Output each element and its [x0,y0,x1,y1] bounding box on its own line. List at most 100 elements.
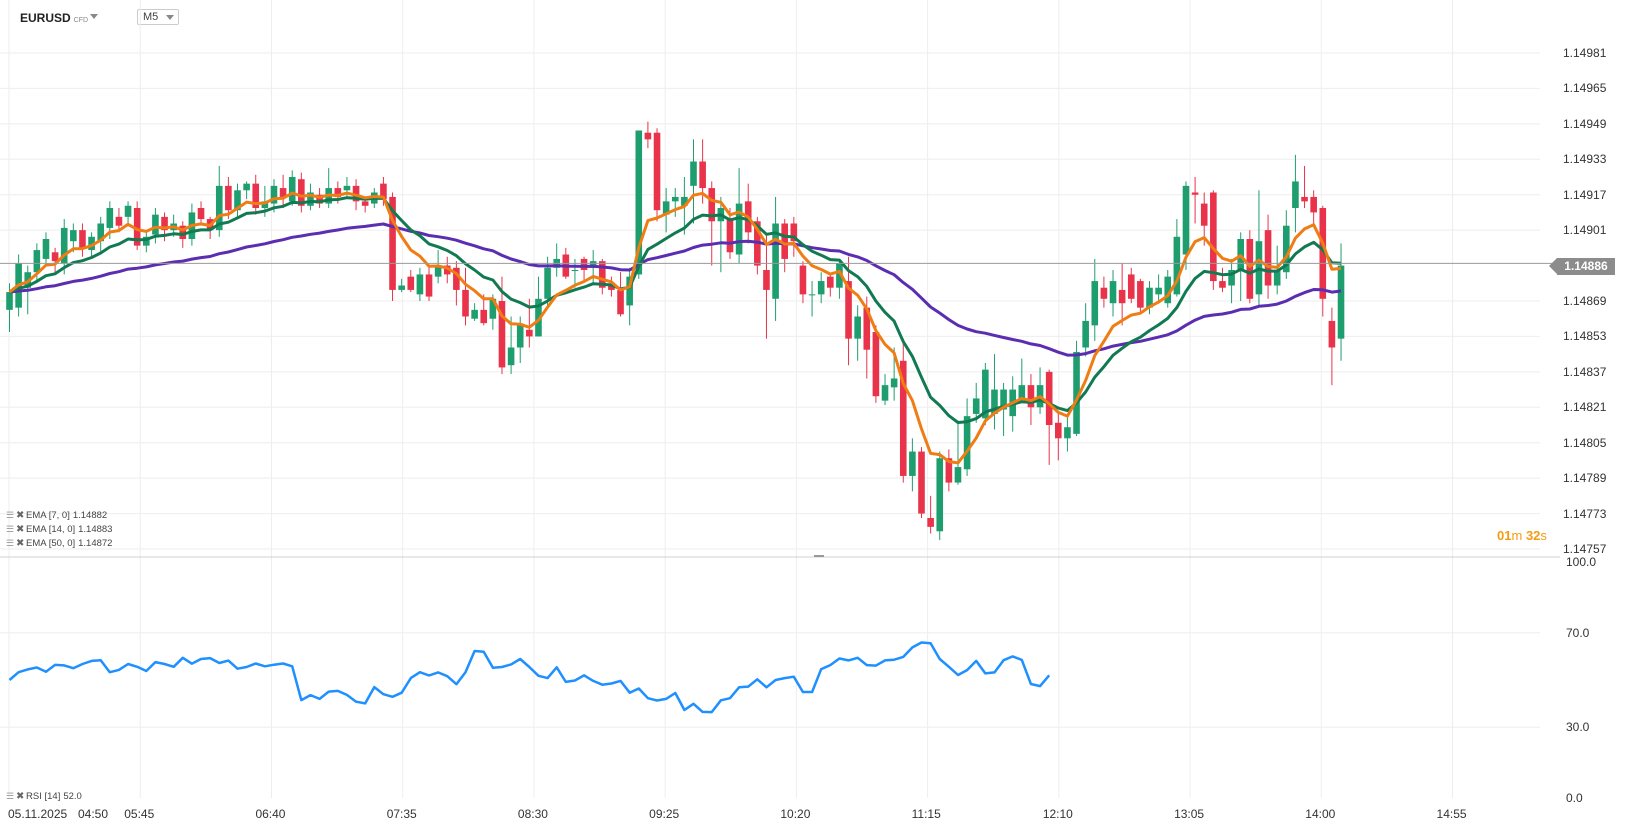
price-tick-label: 1.14773 [1563,506,1607,521]
settings-icon[interactable]: ☰ [6,510,15,520]
candle-body [79,230,86,248]
countdown-sec: 32 [1525,528,1541,543]
candle-body [1283,225,1290,273]
candle-body [626,276,633,306]
ema-lines [8,191,1342,465]
price-tick-label: 1.14853 [1563,329,1607,344]
x-axis-date: 05.11.2025 [8,807,68,821]
candle-body [671,196,679,202]
price-tick-label: 1.14837 [1563,364,1607,379]
candle-body [653,132,661,211]
time-tick-label: 05:45 [124,807,155,821]
candle-body [681,196,688,206]
ema7-line [8,191,1342,465]
candle-body [1173,236,1181,295]
candle-body [1082,320,1089,348]
candle-body [361,201,369,206]
candle-body [817,281,825,295]
candle-body [288,177,296,202]
candle-body [827,276,834,288]
legend-value: 52.0 [63,791,82,802]
remove-icon[interactable]: ✖ [16,524,25,535]
candle-body [1164,276,1172,304]
candle-body [1146,287,1153,308]
remove-icon[interactable]: ✖ [16,510,25,521]
candle-body [1045,371,1053,425]
candle-body [489,298,497,319]
candle-body [571,270,579,271]
candle-body [471,309,478,319]
candle-body [115,216,123,226]
candle-body [1337,265,1345,339]
candle-body [808,294,816,296]
candle-body [599,261,606,288]
chart-header: EURUSD CFD M5 [0,0,1626,34]
price-tick-label: 1.14917 [1563,187,1607,202]
candle-body [152,214,159,235]
price-tick-label: 1.14981 [1563,46,1607,60]
rsi-path [8,641,1051,714]
legend-params: [14, 0] [48,524,76,535]
pane-resize-handle[interactable] [814,555,824,557]
candle-body [243,183,250,191]
remove-icon[interactable]: ✖ [16,538,25,549]
candle-body [179,225,187,239]
symbol-dropdown-chevron-icon[interactable] [90,14,98,19]
candle-body [909,451,916,476]
legend-label: RSI [26,791,42,802]
timeframe-selector[interactable]: M5 [137,9,179,25]
candle-body [1055,422,1062,439]
legend-label: EMA [26,538,47,549]
candle-body [1064,427,1071,439]
candle-body [899,360,907,476]
candle-body [6,292,13,310]
candle-body [799,265,807,295]
candle-body [699,161,706,189]
candle-body [881,385,889,401]
time-tick-label: 04:50 [78,807,109,821]
settings-icon[interactable]: ☰ [6,791,15,801]
symbol-badge: CFD [73,17,89,24]
candle-body [726,219,734,253]
candle-body [1137,281,1144,308]
candle-body [42,239,50,259]
candle-body [343,185,351,191]
candle-body [143,236,150,246]
symbol-selector[interactable]: EURUSD CFD [20,11,88,25]
rsi-tick-label: 30.0 [1566,720,1590,735]
candle-body [398,285,405,290]
legend-params: [14] [44,791,61,802]
candle-body [580,258,588,270]
candle-body [772,223,779,299]
legend-params: [50, 0] [48,538,76,549]
candle-body [1127,274,1135,299]
candle-body [790,223,798,242]
candle-body [644,132,652,140]
settings-icon[interactable]: ☰ [6,524,15,534]
price-tick-label: 1.14821 [1563,400,1607,415]
candle-body [352,185,360,202]
settings-icon[interactable]: ☰ [6,538,15,548]
candle-body [124,205,132,217]
candle-body [453,267,460,290]
current-price-tag: 1.14886 [1549,258,1615,275]
candle-body [662,201,670,215]
candle-body [389,196,396,290]
candle-body [480,309,488,324]
time-tick-label: 10:20 [780,807,811,821]
remove-icon[interactable]: ✖ [16,791,25,802]
candle-body [416,274,424,295]
candle-body [407,276,415,290]
price-tick-label: 1.14869 [1563,294,1607,308]
rsi-tick-label: 100.0 [1566,555,1597,569]
candle-body [635,130,643,275]
candle-body [526,329,533,337]
symbol-name: EURUSD [20,11,71,25]
candle-body [197,208,205,220]
candle-body [982,369,989,419]
candle-body [735,203,743,255]
candle-body [1073,351,1080,434]
candle-body [161,216,168,231]
candle-body [863,307,871,350]
